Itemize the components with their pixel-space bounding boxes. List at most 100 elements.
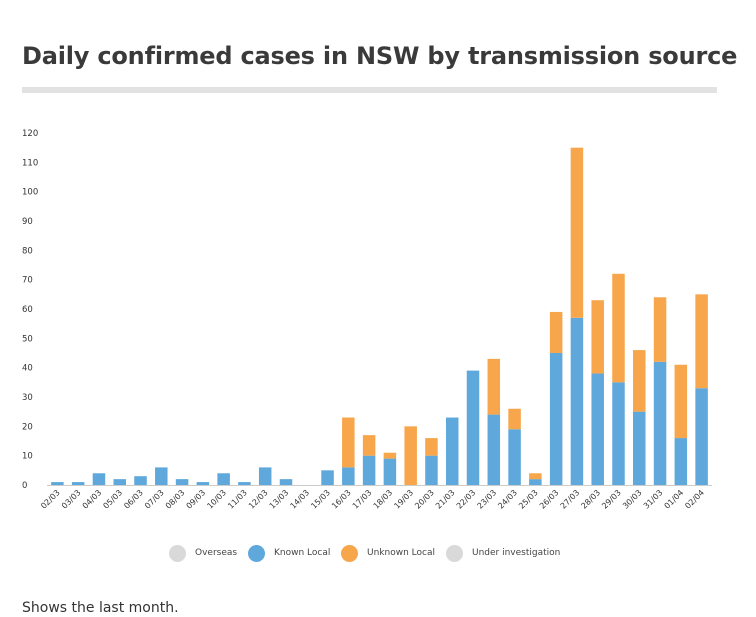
- x-tick-label: 07/03: [143, 488, 166, 511]
- bar-unknown-local[interactable]: [508, 408, 521, 430]
- bar-unknown-local[interactable]: [612, 273, 625, 383]
- bar-known-local[interactable]: [342, 467, 355, 485]
- x-tick-label: 18/03: [372, 488, 395, 511]
- x-tick-label: 25/03: [517, 488, 540, 511]
- y-tick-label: 30: [22, 393, 33, 403]
- x-tick-label: 10/03: [205, 488, 228, 511]
- legend-item-under-investigation[interactable]: Under investigation: [446, 543, 560, 563]
- bar-known-local[interactable]: [321, 470, 334, 485]
- bar-known-local[interactable]: [279, 479, 293, 485]
- bar-known-local[interactable]: [155, 467, 168, 485]
- bar-unknown-local[interactable]: [404, 426, 417, 485]
- x-tick-label: 05/03: [101, 488, 124, 511]
- bar-unknown-local[interactable]: [487, 358, 501, 415]
- x-tick-label: 08/03: [164, 488, 187, 511]
- bar-known-local[interactable]: [570, 317, 584, 485]
- title-divider: [22, 87, 717, 93]
- bar-unknown-local[interactable]: [362, 435, 376, 456]
- bar-unknown-local[interactable]: [570, 147, 584, 318]
- bar-known-local[interactable]: [674, 438, 688, 485]
- x-tick-label: 12/03: [247, 488, 270, 511]
- bar-known-local[interactable]: [362, 455, 376, 485]
- legend-item-overseas[interactable]: Overseas: [169, 543, 237, 563]
- x-tick-label: 28/03: [579, 488, 602, 511]
- x-tick-label: 03/03: [60, 488, 83, 511]
- bar-known-local[interactable]: [92, 473, 106, 485]
- bar-unknown-local[interactable]: [383, 452, 397, 459]
- bar-known-local[interactable]: [134, 476, 147, 485]
- legend-label-overseas: Overseas: [195, 548, 238, 558]
- bar-unknown-local[interactable]: [674, 364, 688, 439]
- y-tick-label: 110: [22, 158, 38, 168]
- x-tick-label: 01/04: [663, 488, 686, 511]
- bar-known-local[interactable]: [549, 353, 563, 485]
- x-tick-label: 29/03: [600, 488, 623, 511]
- page-title: Daily confirmed cases in NSW by transmis…: [22, 42, 738, 70]
- x-tick-label: 02/04: [683, 488, 706, 511]
- legend-label-known-local: Known Local: [274, 548, 331, 558]
- legend-swatch-overseas: [169, 544, 186, 562]
- x-tick-label: 16/03: [330, 488, 353, 511]
- x-tick-label: 06/03: [122, 488, 145, 511]
- x-tick-label: 13/03: [268, 488, 291, 511]
- bar-known-local[interactable]: [633, 411, 646, 485]
- bar-known-local[interactable]: [466, 370, 480, 485]
- legend-swatch-unknown-local: [341, 544, 358, 562]
- y-tick-label: 80: [22, 246, 33, 256]
- bar-known-local[interactable]: [196, 482, 210, 485]
- legend-label-under-investigation: Under investigation: [472, 548, 561, 558]
- y-tick-label: 100: [22, 188, 38, 198]
- bar-known-local[interactable]: [113, 479, 126, 485]
- y-tick-label: 20: [22, 422, 33, 432]
- bar-unknown-local[interactable]: [591, 300, 604, 374]
- x-tick-label: 27/03: [559, 488, 582, 511]
- x-tick-label: 02/03: [39, 488, 62, 511]
- bar-unknown-local[interactable]: [529, 473, 542, 480]
- bar-known-local[interactable]: [383, 458, 397, 485]
- bar-known-local[interactable]: [508, 429, 521, 485]
- bar-known-local[interactable]: [445, 417, 459, 485]
- bar-known-local[interactable]: [487, 414, 501, 485]
- x-tick-label: 15/03: [309, 488, 332, 511]
- bar-unknown-local[interactable]: [633, 350, 646, 412]
- x-tick-label: 14/03: [289, 488, 312, 511]
- bar-known-local[interactable]: [591, 373, 604, 485]
- x-tick-label: 04/03: [81, 488, 104, 511]
- legend: Overseas Known Local Unknown Local Under…: [0, 543, 756, 563]
- bar-known-local[interactable]: [612, 382, 625, 485]
- y-axis: 0 10 20 30 40 50 60 70 80 90 100 110 120: [22, 129, 38, 491]
- y-tick-label: 60: [22, 305, 33, 315]
- y-tick-label: 10: [22, 452, 33, 462]
- legend-item-known-local[interactable]: Known Local: [248, 543, 330, 563]
- legend-swatch-under-investigation: [446, 544, 463, 562]
- bar-unknown-local[interactable]: [425, 438, 438, 456]
- bar-known-local[interactable]: [695, 388, 708, 485]
- bar-known-local[interactable]: [653, 361, 667, 485]
- bar-unknown-local[interactable]: [549, 311, 563, 353]
- bar-known-local[interactable]: [258, 467, 272, 485]
- bar-known-local[interactable]: [217, 473, 230, 485]
- x-tick-label: 21/03: [434, 488, 457, 511]
- bars: [51, 147, 708, 485]
- bar-known-local[interactable]: [175, 479, 189, 485]
- bar-unknown-local[interactable]: [653, 297, 667, 362]
- legend-swatch-known-local: [248, 544, 265, 562]
- footnote: Shows the last month.: [22, 600, 179, 616]
- bar-known-local[interactable]: [529, 479, 542, 485]
- bar-known-local[interactable]: [51, 482, 64, 485]
- y-tick-label: 70: [22, 276, 33, 286]
- bar-known-local[interactable]: [238, 482, 251, 485]
- y-tick-label: 90: [22, 217, 33, 227]
- bar-unknown-local[interactable]: [695, 294, 708, 389]
- x-tick-label: 20/03: [413, 488, 436, 511]
- x-tick-label: 17/03: [351, 488, 374, 511]
- bar-known-local[interactable]: [425, 455, 438, 485]
- y-tick-label: 40: [22, 364, 33, 374]
- x-tick-label: 22/03: [455, 488, 478, 511]
- legend-label-unknown-local: Unknown Local: [367, 548, 435, 558]
- x-tick-label: 26/03: [538, 488, 561, 511]
- bar-unknown-local[interactable]: [342, 417, 355, 468]
- bar-known-local[interactable]: [71, 482, 85, 485]
- legend-item-unknown-local[interactable]: Unknown Local: [341, 543, 435, 563]
